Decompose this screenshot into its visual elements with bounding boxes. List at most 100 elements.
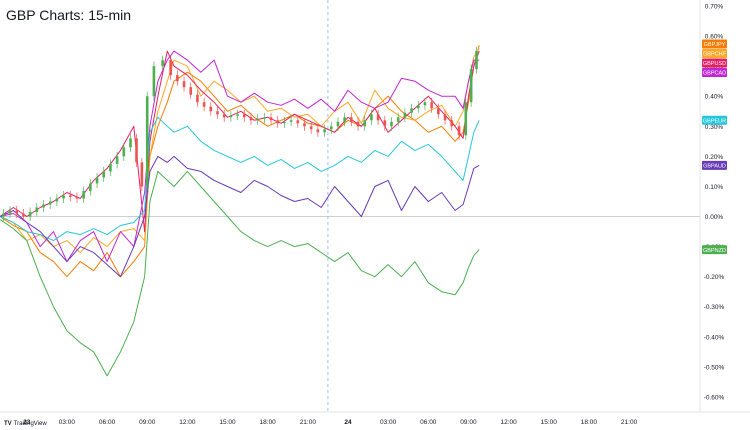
candle-body (323, 129, 326, 133)
candle-body (189, 87, 193, 95)
candle-body (249, 117, 253, 121)
y-tick-label: -0.40% (704, 334, 725, 341)
candle-body (289, 120, 293, 122)
series-label-gbpnzd: GBPNZD (702, 245, 727, 255)
grid-layer (0, 0, 700, 412)
candle-body (350, 117, 353, 122)
y-tick-label: 0.10% (705, 184, 724, 191)
candle-body (28, 212, 32, 217)
x-tick-label: 23 (23, 419, 31, 426)
candle-body (450, 120, 454, 127)
candle-body (416, 105, 420, 109)
y-tick-label: 0.00% (705, 214, 724, 221)
candle-body (202, 102, 206, 107)
x-tick-label: 09:00 (139, 419, 156, 426)
candle-body (303, 123, 306, 127)
series-label-background (702, 58, 727, 68)
label-layer: GBPJPY GBPCHF GBPUSD GBPCAD GBPEUR GBPAUD GBPN… (702, 39, 727, 255)
series-label-gbpeur: GBPEUR (702, 115, 727, 125)
series-layer (0, 44, 480, 377)
candle-body (122, 147, 126, 157)
candle-body (129, 138, 132, 148)
y-tick-label: -0.20% (704, 274, 725, 281)
y-tick-label: 0.60% (705, 34, 724, 41)
candle-body (316, 129, 320, 133)
candle-body (403, 112, 407, 118)
candle-body (329, 126, 333, 130)
candle-body (269, 117, 273, 121)
candle-body (383, 120, 387, 127)
x-tick-label: 12:00 (179, 419, 196, 426)
candle-body (182, 81, 186, 88)
x-tick-label: 09:00 (460, 419, 477, 426)
candle-body (42, 204, 45, 208)
candle-body (430, 102, 433, 109)
candle-body (390, 121, 393, 127)
series-label-text: GBPEUR (703, 118, 726, 124)
candle-body (263, 117, 266, 119)
candle-body (457, 126, 461, 136)
x-tick-label: 21:00 (300, 419, 317, 426)
candle-body (309, 126, 313, 130)
candle-body (8, 210, 12, 214)
series-label-background (702, 68, 727, 77)
candle-body (15, 210, 19, 214)
candle-body (256, 118, 259, 121)
candle-body (35, 207, 39, 213)
candle-body (82, 190, 85, 199)
candle-body (242, 114, 246, 118)
candle-body (276, 120, 280, 124)
candle-body (283, 121, 286, 124)
candle-body (437, 108, 440, 115)
series-label-gbpcad: GBPCAD (702, 68, 727, 77)
candle-body (236, 114, 239, 116)
candle-body (2, 213, 5, 217)
x-tick-label: 21:00 (621, 419, 638, 426)
candle-body (469, 69, 473, 103)
series-label-background (702, 245, 727, 255)
series-line-gbpcad (0, 50, 480, 263)
series-label-text: GBPUSD (703, 61, 726, 67)
candle-body (410, 108, 413, 113)
candle-body (222, 114, 226, 118)
x-tick-label: 06:00 (420, 419, 437, 426)
candle-body (443, 114, 447, 121)
candle-body (464, 102, 468, 136)
candle-body (336, 121, 340, 127)
candle-body (62, 195, 65, 199)
series-label-background (702, 39, 727, 49)
candle-body (356, 121, 360, 127)
candle-body (48, 201, 52, 205)
series-label-gbpchf: GBPCHF (702, 49, 727, 58)
candle-body (75, 196, 79, 199)
tradingview-brand-label: TradingView (13, 421, 47, 427)
series-label-background (702, 115, 727, 125)
y-tick-label: 0.40% (705, 94, 724, 101)
series-line-gbpchf (0, 47, 480, 254)
x-tick-label: 15:00 (219, 419, 236, 426)
candle-body (109, 163, 112, 172)
x-tick-label: 03:00 (380, 419, 397, 426)
series-label-text: GBPCAD (703, 71, 726, 77)
candle-body (229, 115, 233, 118)
candle-body (370, 114, 373, 121)
x-tick-label: 03:00 (59, 419, 76, 426)
candle-body (209, 106, 213, 112)
series-label-gbpusd: GBPUSD (702, 58, 727, 68)
series-label-text: GBPCHF (703, 52, 727, 58)
candle-body (152, 66, 156, 97)
series-line-gbpusd (0, 50, 480, 233)
series-line-gbpnzd (0, 170, 480, 377)
candle-body (115, 156, 119, 164)
candle-body (343, 117, 346, 122)
series-label-gbpaud: GBPAUD (702, 160, 727, 170)
x-tick-label: 12:00 (500, 419, 517, 426)
y-tick-label: -0.60% (704, 394, 725, 401)
tradingview-brand: TV TradingView (4, 421, 47, 427)
candle-body (145, 96, 149, 187)
candle-body (296, 120, 300, 124)
series-line-gbpjpy (0, 44, 480, 278)
series-label-background (702, 49, 727, 58)
candle-body (89, 183, 92, 191)
